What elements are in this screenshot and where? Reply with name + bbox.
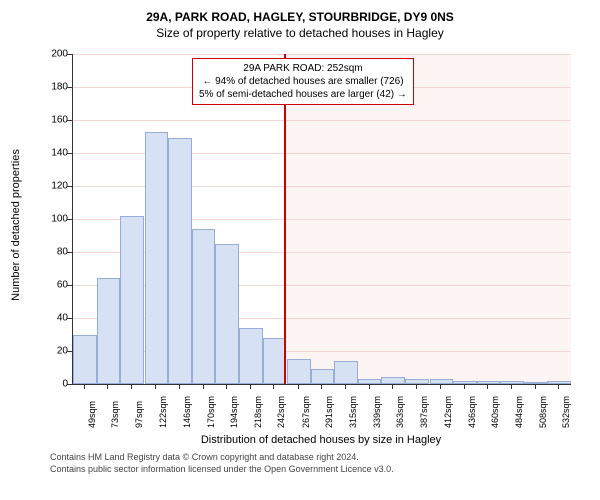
x-tick-mark: [511, 384, 512, 389]
y-tick-label: 140: [40, 148, 68, 159]
x-tick-mark: [487, 384, 488, 389]
y-tick-label: 200: [40, 49, 68, 60]
y-tick-label: 160: [40, 115, 68, 126]
y-tick-mark: [67, 318, 72, 319]
histogram-bar: [287, 359, 311, 384]
histogram-bar: [73, 335, 97, 385]
x-tick-label: 146sqm: [182, 396, 192, 428]
histogram-bar: [311, 369, 335, 384]
y-tick-label: 60: [40, 280, 68, 291]
footer-line2: Contains public sector information licen…: [50, 464, 394, 476]
x-tick-label: 194sqm: [229, 396, 239, 428]
y-tick-mark: [67, 186, 72, 187]
x-tick-mark: [345, 384, 346, 389]
histogram-bar: [381, 377, 405, 384]
histogram-bar: [430, 379, 454, 384]
x-tick-label: 484sqm: [514, 396, 524, 428]
x-tick-mark: [107, 384, 108, 389]
x-tick-label: 49sqm: [87, 401, 97, 428]
annotation-line3: 5% of semi-detached houses are larger (4…: [199, 88, 407, 101]
x-tick-label: 339sqm: [372, 396, 382, 428]
x-tick-label: 532sqm: [561, 396, 571, 428]
histogram-bar: [192, 229, 216, 384]
x-tick-mark: [84, 384, 85, 389]
x-tick-mark: [321, 384, 322, 389]
x-tick-label: 291sqm: [324, 396, 334, 428]
x-tick-label: 218sqm: [253, 396, 263, 428]
x-tick-label: 267sqm: [301, 396, 311, 428]
chart-title-desc: Size of property relative to detached ho…: [10, 26, 590, 40]
histogram-bar: [358, 379, 382, 384]
x-tick-label: 363sqm: [395, 396, 405, 428]
histogram-bar: [215, 244, 239, 384]
histogram-bar: [97, 278, 121, 384]
y-tick-mark: [67, 87, 72, 88]
histogram-bar: [547, 381, 571, 384]
y-tick-mark: [67, 285, 72, 286]
x-tick-mark: [369, 384, 370, 389]
annotation-line1: 29A PARK ROAD: 252sqm: [199, 62, 407, 75]
histogram-bar: [120, 216, 144, 384]
histogram-bar: [334, 361, 358, 384]
chart-container: 29A, PARK ROAD, HAGLEY, STOURBRIDGE, DY9…: [10, 10, 590, 490]
y-tick-label: 100: [40, 214, 68, 225]
x-tick-mark: [250, 384, 251, 389]
x-tick-label: 170sqm: [206, 396, 216, 428]
y-tick-label: 40: [40, 313, 68, 324]
x-tick-mark: [203, 384, 204, 389]
y-tick-mark: [67, 153, 72, 154]
histogram-bar: [453, 381, 477, 384]
x-tick-label: 508sqm: [538, 396, 548, 428]
x-tick-mark: [179, 384, 180, 389]
x-tick-mark: [226, 384, 227, 389]
y-tick-mark: [67, 120, 72, 121]
histogram-bar: [477, 381, 501, 384]
y-tick-label: 120: [40, 181, 68, 192]
x-tick-mark: [558, 384, 559, 389]
x-tick-label: 73sqm: [110, 401, 120, 428]
histogram-bar: [263, 338, 287, 384]
footer-line1: Contains HM Land Registry data © Crown c…: [50, 452, 394, 464]
annotation-box: 29A PARK ROAD: 252sqm ← 94% of detached …: [192, 58, 414, 105]
x-tick-label: 460sqm: [490, 396, 500, 428]
histogram-bar: [405, 379, 429, 384]
x-tick-label: 122sqm: [158, 396, 168, 428]
x-tick-label: 412sqm: [443, 396, 453, 428]
footer-attribution: Contains HM Land Registry data © Crown c…: [50, 452, 394, 475]
histogram-bar: [145, 132, 169, 384]
y-tick-mark: [67, 384, 72, 385]
x-tick-mark: [392, 384, 393, 389]
x-tick-mark: [273, 384, 274, 389]
gridline: [73, 54, 571, 55]
chart-title-address: 29A, PARK ROAD, HAGLEY, STOURBRIDGE, DY9…: [10, 10, 590, 24]
histogram-bar: [239, 328, 263, 384]
y-tick-label: 20: [40, 346, 68, 357]
x-tick-label: 315sqm: [348, 396, 358, 428]
y-tick-mark: [67, 219, 72, 220]
x-tick-mark: [298, 384, 299, 389]
x-tick-mark: [464, 384, 465, 389]
histogram-bar: [168, 138, 192, 384]
y-tick-mark: [67, 252, 72, 253]
annotation-line2: ← 94% of detached houses are smaller (72…: [199, 75, 407, 88]
x-axis-label: Distribution of detached houses by size …: [72, 434, 570, 446]
gridline: [73, 120, 571, 121]
y-axis-label: Number of detached properties: [10, 125, 22, 325]
y-tick-label: 0: [40, 379, 68, 390]
y-tick-mark: [67, 54, 72, 55]
y-tick-mark: [67, 351, 72, 352]
x-tick-label: 387sqm: [419, 396, 429, 428]
x-tick-mark: [416, 384, 417, 389]
x-tick-mark: [535, 384, 536, 389]
y-tick-label: 180: [40, 82, 68, 93]
x-tick-label: 436sqm: [467, 396, 477, 428]
x-tick-mark: [440, 384, 441, 389]
x-tick-label: 242sqm: [276, 396, 286, 428]
x-tick-mark: [155, 384, 156, 389]
x-tick-label: 97sqm: [134, 401, 144, 428]
y-tick-label: 80: [40, 247, 68, 258]
histogram-bar: [524, 382, 548, 384]
x-tick-mark: [131, 384, 132, 389]
